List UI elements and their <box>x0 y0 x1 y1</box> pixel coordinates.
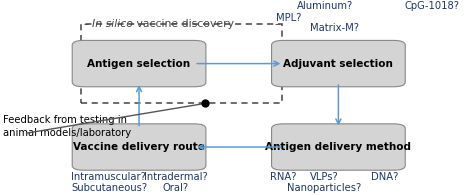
Text: –: – <box>274 19 280 29</box>
Text: Vaccine delivery route: Vaccine delivery route <box>73 142 205 152</box>
FancyBboxPatch shape <box>72 40 206 87</box>
FancyBboxPatch shape <box>72 124 206 170</box>
Text: Oral?: Oral? <box>163 183 189 193</box>
Text: Subcutaneous?: Subcutaneous? <box>71 183 147 193</box>
Text: Feedback from testing in
animal models/laboratory: Feedback from testing in animal models/l… <box>3 115 131 138</box>
Text: Intramuscular?: Intramuscular? <box>71 172 146 182</box>
Text: Intradermal?: Intradermal? <box>144 172 208 182</box>
Text: Matrix-M?: Matrix-M? <box>310 23 359 33</box>
Text: Antigen delivery method: Antigen delivery method <box>265 142 411 152</box>
Text: RNA?: RNA? <box>270 172 297 182</box>
FancyBboxPatch shape <box>272 40 405 87</box>
Text: Aluminum?: Aluminum? <box>297 1 354 11</box>
Bar <box>82 24 282 104</box>
Text: –: – <box>84 19 89 29</box>
Text: Nanoparticles?: Nanoparticles? <box>287 183 361 193</box>
FancyBboxPatch shape <box>272 124 405 170</box>
Text: vaccine discovery: vaccine discovery <box>134 19 235 29</box>
Text: Antigen selection: Antigen selection <box>88 58 191 69</box>
Text: VLPs?: VLPs? <box>310 172 339 182</box>
Text: Adjuvant selection: Adjuvant selection <box>283 58 393 69</box>
Text: DNA?: DNA? <box>371 172 399 182</box>
Text: In silico: In silico <box>92 19 133 29</box>
Text: MPL?: MPL? <box>276 13 302 23</box>
Text: CpG-1018?: CpG-1018? <box>404 1 459 11</box>
